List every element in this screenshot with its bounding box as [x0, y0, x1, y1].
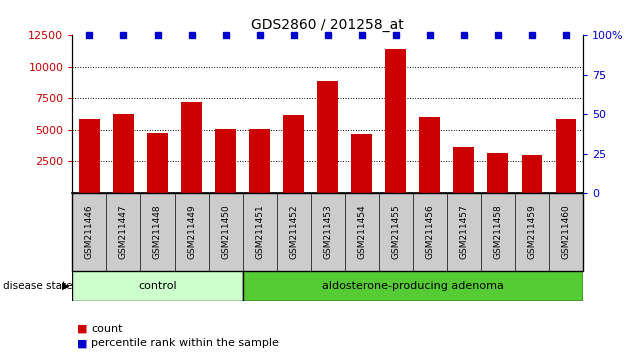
Bar	[386, 49, 406, 193]
Text: disease state: disease state	[3, 281, 72, 291]
Text: GSM211458: GSM211458	[493, 205, 502, 259]
Bar	[420, 117, 440, 193]
Text: GSM211449: GSM211449	[187, 205, 196, 259]
Text: GSM211448: GSM211448	[153, 205, 162, 259]
Text: ▶: ▶	[62, 281, 69, 291]
Text: GSM211457: GSM211457	[459, 205, 468, 259]
Text: GSM211455: GSM211455	[391, 205, 400, 259]
Text: GSM211454: GSM211454	[357, 205, 366, 259]
Bar	[556, 119, 576, 193]
Text: GSM211456: GSM211456	[425, 205, 434, 259]
Bar	[147, 133, 168, 193]
Bar	[215, 129, 236, 193]
Bar	[454, 147, 474, 193]
Bar	[181, 102, 202, 193]
Text: aldosterone-producing adenoma: aldosterone-producing adenoma	[322, 281, 503, 291]
Bar	[79, 119, 100, 193]
Text: count: count	[91, 324, 123, 333]
Text: ■: ■	[77, 324, 87, 333]
Bar	[113, 114, 134, 193]
Text: GSM211451: GSM211451	[255, 205, 264, 259]
Text: ■: ■	[77, 338, 87, 348]
Bar	[318, 81, 338, 193]
Text: GSM211452: GSM211452	[289, 205, 298, 259]
Bar	[284, 115, 304, 193]
Bar	[243, 271, 583, 301]
Text: GSM211460: GSM211460	[561, 205, 570, 259]
Bar	[488, 153, 508, 193]
Bar	[249, 129, 270, 193]
Title: GDS2860 / 201258_at: GDS2860 / 201258_at	[251, 18, 404, 32]
Text: GSM211453: GSM211453	[323, 205, 332, 259]
Text: GSM211450: GSM211450	[221, 205, 230, 259]
Text: GSM211459: GSM211459	[527, 205, 536, 259]
Bar	[72, 271, 243, 301]
Bar	[352, 134, 372, 193]
Text: GSM211447: GSM211447	[119, 205, 128, 259]
Text: control: control	[138, 281, 177, 291]
Text: GSM211446: GSM211446	[85, 205, 94, 259]
Text: percentile rank within the sample: percentile rank within the sample	[91, 338, 279, 348]
Bar	[522, 155, 542, 193]
